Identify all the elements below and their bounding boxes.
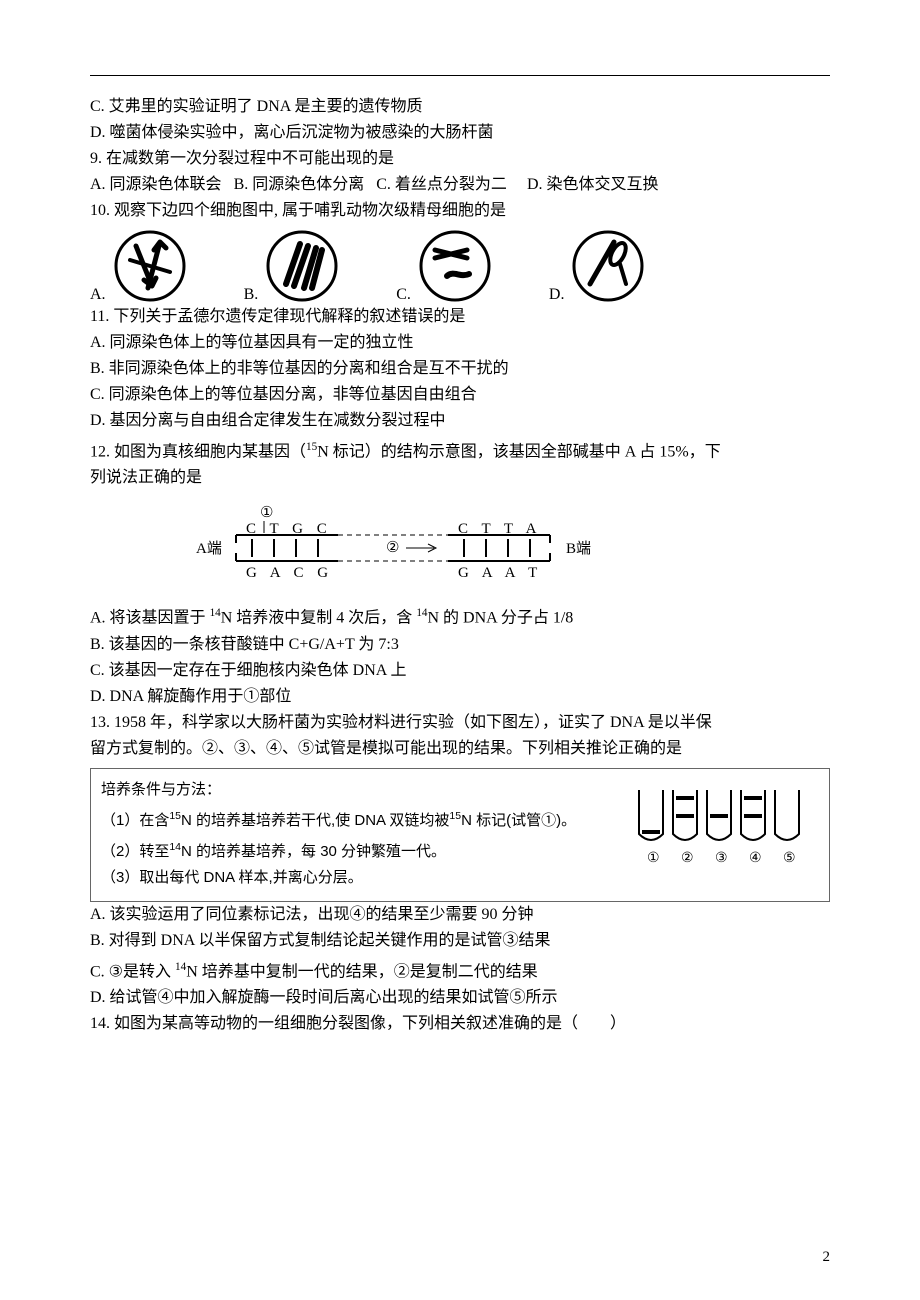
cell-a-icon [112,228,188,304]
cell-d-icon [570,228,646,304]
q9-d: D. 染色体交叉互换 [527,176,659,193]
q13-a: A. 该实验运用了同位素标记法，出现④的结果至少需要 90 分钟 [90,902,830,928]
q9-options: A. 同源染色体联会 B. 同源染色体分离 C. 着丝点分裂为二 D. 染色体交… [90,172,830,198]
q10-a-label: A. [90,286,106,304]
q12-c: C. 该基因一定存在于细胞核内染色体 DNA 上 [90,658,830,684]
q11-b: B. 非同源染色体上的非等位基因的分离和组合是互不干扰的 [90,356,830,382]
q10-stem: 10. 观察下边四个细胞图中, 属于哺乳动物次级精母细胞的是 [90,198,830,224]
q12-stem-line2: 列说法正确的是 [90,465,830,491]
q11-c: C. 同源染色体上的等位基因分离，非等位基因自由组合 [90,382,830,408]
svg-text:C T G C: C T G C [246,521,332,537]
page-number: 2 [823,1249,831,1266]
q11-a: A. 同源染色体上的等位基因具有一定的独立性 [90,330,830,356]
b-end-label: B端 [566,540,591,557]
q13-d: D. 给试管④中加入解旋酶一段时间后离心出现的结果如试管⑤所示 [90,985,830,1011]
q12-d: D. DNA 解旋酶作用于①部位 [90,684,830,710]
svg-text:G A A T: G A A T [458,565,542,581]
top-rule [90,75,830,76]
q13-box-text: 培养条件与方法： （1）在含15N 的培养基培养若干代,使 DNA 双链均被15… [101,777,627,891]
svg-text:C T T A: C T T A [458,521,542,537]
box-line1: （1）在含15N 的培养基培养若干代,使 DNA 双链均被15N 标记(试管①)… [101,803,627,834]
box-title: 培养条件与方法： [101,777,627,803]
q9-a: A. 同源染色体联会 [90,176,222,193]
q11-stem: 11. 下列关于孟德尔遗传定律现代解释的叙述错误的是 [90,304,830,330]
q12-a: A. 将该基因置于 14N 培养液中复制 4 次后，含 14N 的 DNA 分子… [90,600,830,631]
svg-text:③: ③ [715,851,728,866]
q10-c-label: C. [396,286,411,304]
box-line2: （2）转至14N 的培养基培养，每 30 分钟繁殖一代。 [101,834,627,865]
cell-c-icon [417,228,493,304]
q13-box: 培养条件与方法： （1）在含15N 的培养基培养若干代,使 DNA 双链均被15… [90,768,830,902]
svg-text:G A C G: G A C G [246,565,333,581]
circle-2-label: ② [386,540,399,556]
cell-b-icon [264,228,340,304]
q13-stem-line1: 13. 1958 年，科学家以大肠杆菌为实验材料进行实验（如下图左），证实了 D… [90,710,830,736]
q12-b: B. 该基因的一条核苷酸链中 C+G/A+T 为 7:3 [90,632,830,658]
circle-1-label: ① [260,505,273,521]
q8-option-d: D. 噬菌体侵染实验中，离心后沉淀物为被感染的大肠杆菌 [90,120,830,146]
q12-stem-line1: 12. 如图为真核细胞内某基因（15N 标记）的结构示意图，该基因全部碱基中 A… [90,434,830,465]
svg-text:①: ① [647,851,660,866]
q10-b-label: B. [244,286,259,304]
a-end-label: A端 [196,540,222,557]
q13-c: C. ③是转入 14N 培养基中复制一代的结果，②是复制二代的结果 [90,954,830,985]
svg-text:②: ② [681,851,694,866]
q13-b: B. 对得到 DNA 以半保留方式复制结论起关键作用的是试管③结果 [90,928,830,954]
q12-dna-diagram: ① C T G C G A C G A端 ② C T T A [190,499,830,594]
q10-figure-row: A. B. C. D. [90,228,830,304]
svg-text:④: ④ [749,851,762,866]
q13-stem-line2: 留方式复制的。②、③、④、⑤试管是模拟可能出现的结果。下列相关推论正确的是 [90,736,830,762]
q9-b: B. 同源染色体分离 [234,176,365,193]
q14-stem: 14. 如图为某高等动物的一组细胞分裂图像，下列相关叙述准确的是（ ） [90,1011,830,1037]
q9-c: C. 着丝点分裂为二 [376,176,507,193]
box-line3: （3）取出每代 DNA 样本,并离心分层。 [101,865,627,891]
q13-tubes: ① ② ③ [627,788,819,879]
q11-d: D. 基因分离与自由组合定律发生在减数分裂过程中 [90,408,830,434]
q8-option-c: C. 艾弗里的实验证明了 DNA 是主要的遗传物质 [90,94,830,120]
q10-d-label: D. [549,286,565,304]
svg-text:⑤: ⑤ [783,851,796,866]
q9-stem: 9. 在减数第一次分裂过程中不可能出现的是 [90,146,830,172]
